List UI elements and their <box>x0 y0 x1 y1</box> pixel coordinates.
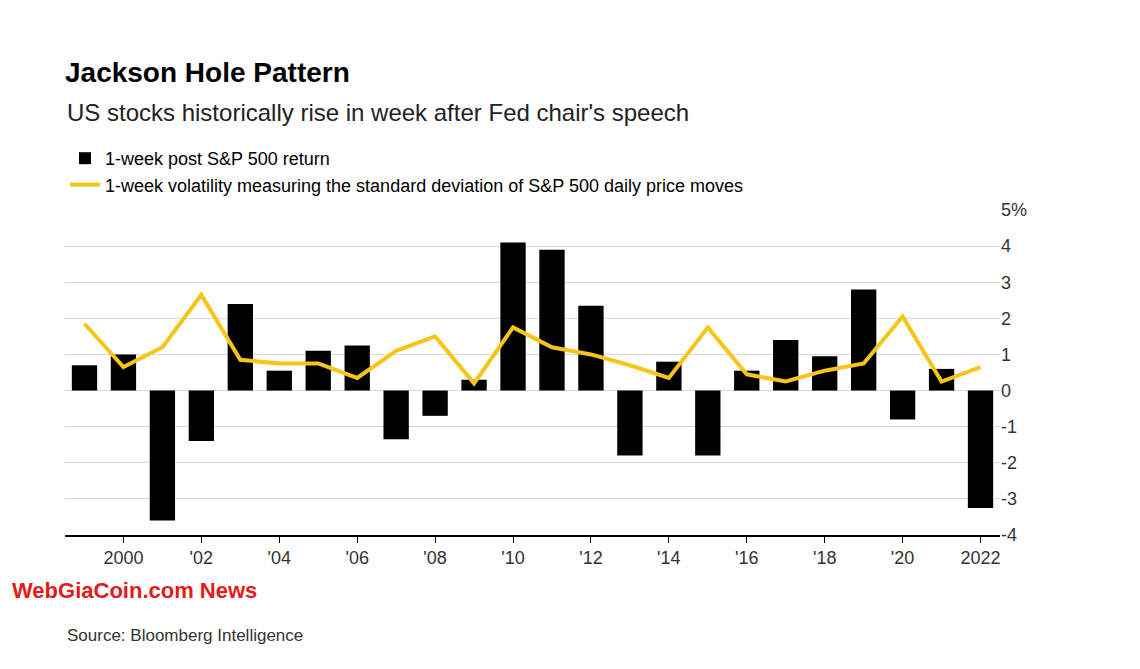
svg-text:4: 4 <box>1001 236 1011 256</box>
svg-text:0: 0 <box>1001 381 1011 401</box>
svg-text:2000: 2000 <box>103 548 143 568</box>
svg-text:'18: '18 <box>813 548 836 568</box>
svg-text:-1: -1 <box>1001 417 1017 437</box>
svg-text:1-week volatility measuring th: 1-week volatility measuring the standard… <box>105 176 743 196</box>
svg-text:'16: '16 <box>735 548 758 568</box>
svg-text:Source: Bloomberg Intelligence: Source: Bloomberg Intelligence <box>67 626 303 645</box>
svg-text:-2: -2 <box>1001 453 1017 473</box>
svg-text:'12: '12 <box>579 548 602 568</box>
svg-text:Jackson Hole Pattern: Jackson Hole Pattern <box>65 57 350 88</box>
svg-text:-4: -4 <box>1001 525 1017 545</box>
svg-text:WebGiaCoin.com News: WebGiaCoin.com News <box>12 578 257 603</box>
svg-text:'04: '04 <box>268 548 291 568</box>
svg-text:2022: 2022 <box>960 548 1000 568</box>
svg-text:1: 1 <box>1001 345 1011 365</box>
svg-text:'02: '02 <box>190 548 213 568</box>
svg-text:'06: '06 <box>345 548 368 568</box>
svg-text:'14: '14 <box>657 548 680 568</box>
svg-text:'20: '20 <box>891 548 914 568</box>
svg-text:-3: -3 <box>1001 489 1017 509</box>
svg-text:'10: '10 <box>501 548 524 568</box>
svg-text:5%: 5% <box>1001 200 1027 220</box>
svg-text:2: 2 <box>1001 309 1011 329</box>
svg-text:US stocks historically rise in: US stocks historically rise in week afte… <box>67 99 689 126</box>
svg-text:1-week post S&P 500 return: 1-week post S&P 500 return <box>105 149 330 169</box>
svg-text:3: 3 <box>1001 273 1011 293</box>
svg-text:'08: '08 <box>423 548 446 568</box>
